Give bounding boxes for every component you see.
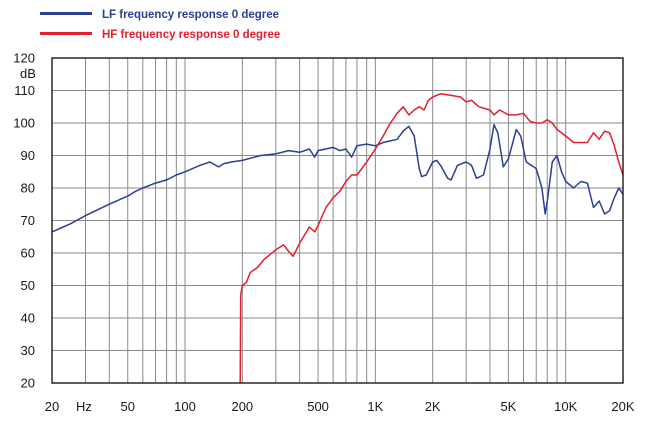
series-line-lf: [51, 123, 624, 233]
x-axis-label: Hz: [76, 399, 92, 414]
y-tick-label: 30: [21, 343, 35, 358]
y-tick-labels: 20 30 40 50 60 70 80 90 100 110 120: [13, 51, 35, 391]
x-tick-label: 200: [231, 399, 253, 414]
series-layer: [51, 93, 624, 384]
y-tick-label: 50: [21, 278, 35, 293]
x-tick-label: 50: [121, 399, 135, 414]
legend-swatch-lf: [40, 12, 92, 16]
x-tick-label: 20: [45, 399, 59, 414]
x-tick-label: 500: [307, 399, 329, 414]
y-axis-label: dB: [20, 66, 36, 81]
grid: [51, 57, 624, 384]
series-line-hf: [239, 93, 624, 384]
x-tick-labels: 20 50 100 200 500 1K 2K 5K 10K 20K: [45, 399, 635, 414]
legend-label-lf: LF frequency response 0 degree: [102, 9, 280, 21]
x-tick-label: 2K: [425, 399, 441, 414]
y-tick-label: 70: [21, 213, 35, 228]
legend-item-lf: LF frequency response 0 degree: [40, 9, 279, 21]
y-tick-label: 60: [21, 246, 35, 261]
y-tick-label: 100: [13, 116, 35, 131]
x-tick-label: 5K: [500, 399, 516, 414]
y-tick-label: 20: [21, 376, 35, 391]
legend-label-hf: HF frequency response 0 degree: [102, 29, 281, 41]
y-tick-label: 90: [21, 148, 35, 163]
x-tick-label: 10K: [554, 399, 577, 414]
plot-frame: [51, 57, 624, 384]
legend-item-hf: HF frequency response 0 degree: [40, 29, 280, 41]
x-tick-label: 20K: [611, 399, 634, 414]
y-tick-label: 120: [13, 51, 35, 66]
y-tick-label: 110: [14, 83, 35, 98]
y-tick-label: 40: [21, 311, 35, 326]
x-tick-label: 1K: [367, 399, 383, 414]
x-tick-label: 100: [174, 399, 196, 414]
y-tick-label: 80: [21, 181, 35, 196]
legend-swatch-hf: [40, 32, 92, 36]
